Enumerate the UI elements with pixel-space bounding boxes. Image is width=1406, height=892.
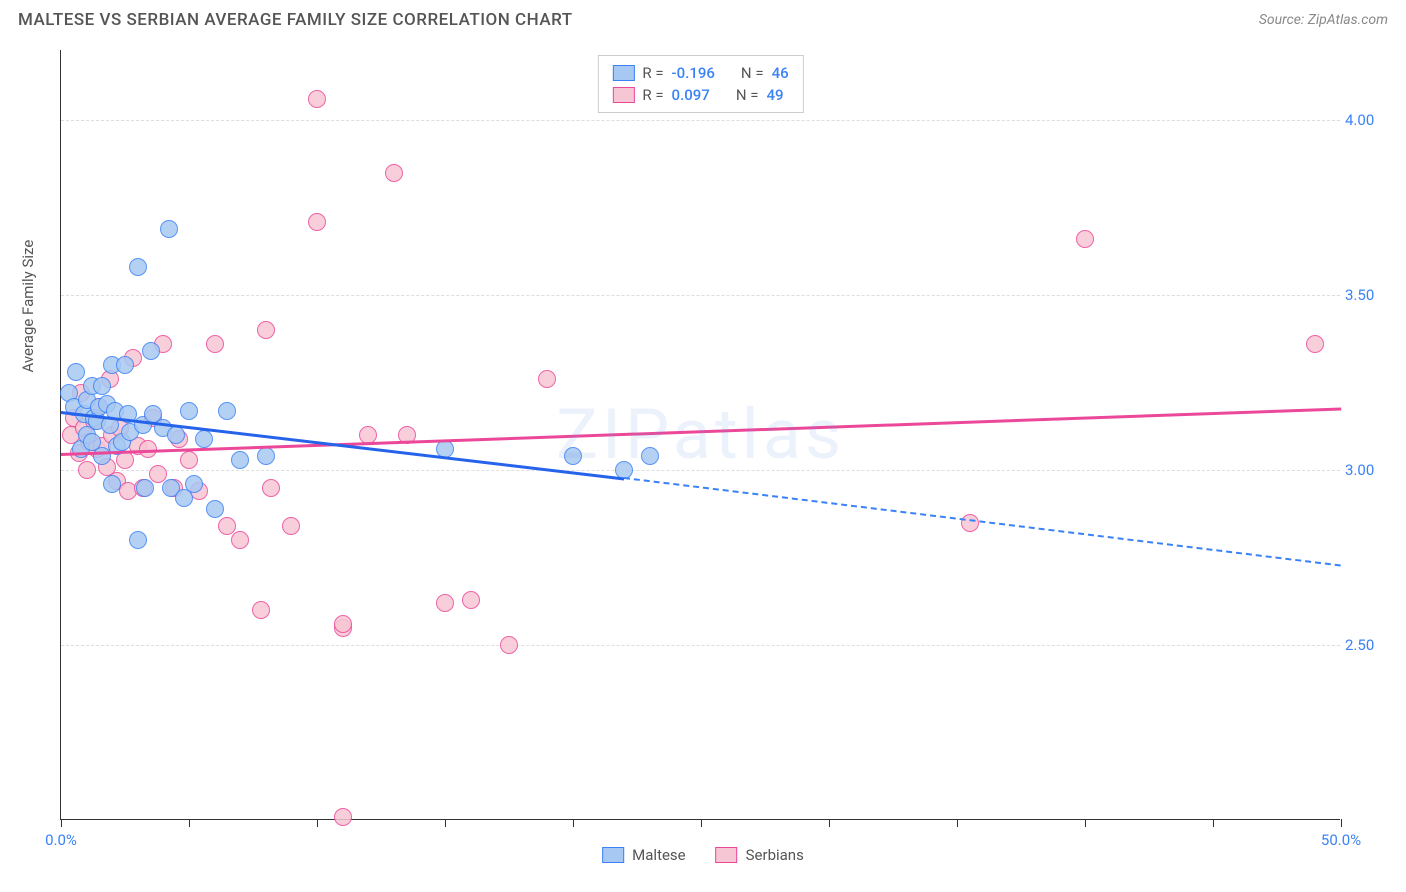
scatter-point-blue [160,220,178,238]
grid-line [61,470,1340,471]
y-tick-label: 4.00 [1345,111,1395,129]
stat-row-blue: R = -0.196 N = 46 [612,62,788,84]
legend-item-blue: Maltese [602,846,685,864]
r-label-blue: R = [642,64,663,82]
chart-title: MALTESE VS SERBIAN AVERAGE FAMILY SIZE C… [18,10,573,30]
n-value-pink: 49 [766,86,783,104]
scatter-point-blue [180,402,198,420]
scatter-point-pink [262,479,280,497]
scatter-point-pink [1076,230,1094,248]
x-tick [189,819,190,827]
scatter-point-pink [436,594,454,612]
legend-label-blue: Maltese [632,846,685,864]
x-tick [445,819,446,827]
legend-label-pink: Serbians [746,846,804,864]
scatter-point-blue [167,426,185,444]
swatch-blue [612,65,634,81]
scatter-point-blue [206,500,224,518]
scatter-point-blue [142,342,160,360]
x-tick [829,819,830,827]
x-label-min: 0.0% [45,831,77,849]
y-tick-label: 3.50 [1345,286,1395,304]
chart-header: MALTESE VS SERBIAN AVERAGE FAMILY SIZE C… [18,10,1388,30]
scatter-point-blue [257,447,275,465]
scatter-point-pink [206,335,224,353]
scatter-point-pink [385,164,403,182]
x-tick [317,819,318,827]
scatter-point-blue [564,447,582,465]
n-label-blue: N = [741,64,764,82]
r-value-pink: 0.097 [672,86,710,104]
scatter-point-pink [961,514,979,532]
scatter-point-blue [218,402,236,420]
x-tick [1213,819,1214,827]
r-value-blue: -0.196 [672,64,715,82]
r-label-pink: R = [642,86,663,104]
scatter-point-blue [136,479,154,497]
x-tick [957,819,958,827]
grid-line [61,645,1340,646]
scatter-point-blue [93,377,111,395]
scatter-point-blue [116,356,134,374]
swatch-blue-icon [602,847,624,863]
scatter-point-pink [334,808,352,826]
scatter-point-blue [195,430,213,448]
swatch-pink [612,87,634,103]
scatter-point-blue [103,475,121,493]
x-tick [1341,819,1342,827]
scatter-point-pink [334,615,352,633]
scatter-point-pink [308,90,326,108]
x-tick [61,819,62,827]
x-tick [1085,819,1086,827]
scatter-point-pink [538,370,556,388]
plot-area: ZIPatlas R = -0.196 N = 46 R = 0.097 N =… [60,50,1340,820]
chart-container: MALTESE VS SERBIAN AVERAGE FAMILY SIZE C… [0,0,1406,892]
x-tick [701,819,702,827]
scatter-point-blue [129,258,147,276]
scatter-point-pink [500,636,518,654]
scatter-point-pink [1306,335,1324,353]
scatter-point-pink [257,321,275,339]
y-tick-label: 2.50 [1345,636,1395,654]
source-label: Source: ZipAtlas.com [1259,12,1388,28]
grid-line [61,120,1340,121]
scatter-point-pink [282,517,300,535]
scatter-point-pink [231,531,249,549]
trend-line-blue-dashed [624,477,1341,566]
x-tick [573,819,574,827]
swatch-pink-icon [716,847,738,863]
bottom-legend: Maltese Serbians [602,846,804,864]
scatter-point-blue [185,475,203,493]
scatter-point-pink [78,461,96,479]
scatter-point-blue [67,363,85,381]
legend-item-pink: Serbians [716,846,804,864]
y-axis-title: Average Family Size [19,240,37,373]
n-value-blue: 46 [772,64,789,82]
n-label-pink: N = [736,86,759,104]
scatter-point-pink [180,451,198,469]
x-label-max: 50.0% [1321,831,1361,849]
scatter-point-pink [462,591,480,609]
stat-row-pink: R = 0.097 N = 49 [612,84,788,106]
grid-line [61,295,1340,296]
scatter-point-pink [252,601,270,619]
scatter-point-blue [231,451,249,469]
stat-legend: R = -0.196 N = 46 R = 0.097 N = 49 [597,55,803,113]
trend-line-pink [61,407,1341,455]
scatter-point-blue [93,447,111,465]
scatter-point-blue [129,531,147,549]
scatter-point-blue [641,447,659,465]
scatter-point-pink [308,213,326,231]
y-tick-label: 3.00 [1345,461,1395,479]
